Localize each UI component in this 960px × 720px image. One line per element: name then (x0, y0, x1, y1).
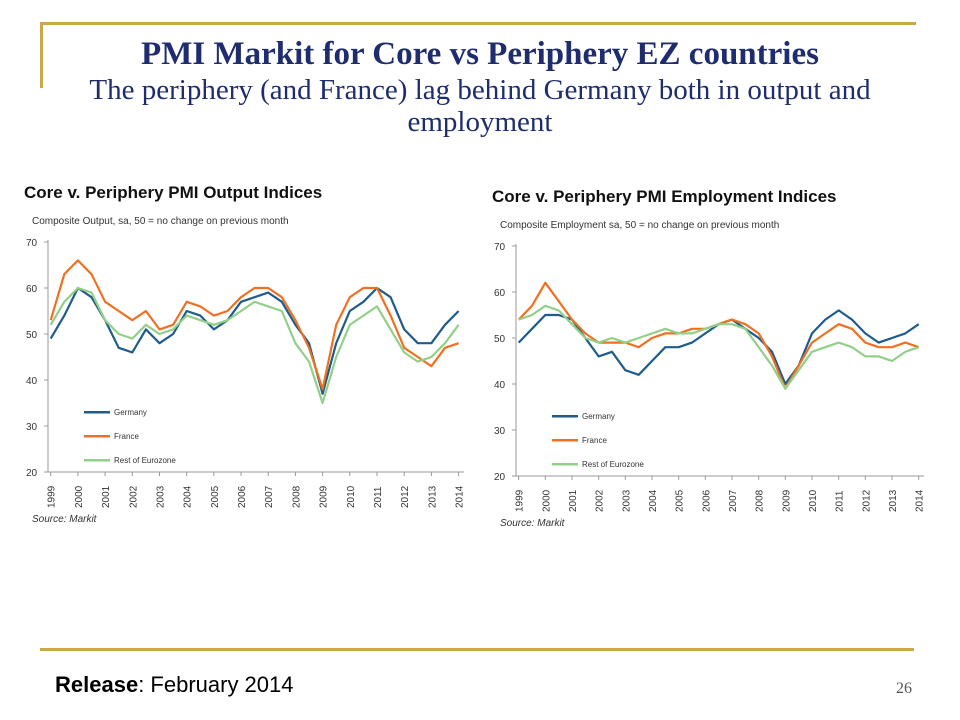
legend-label: Germany (114, 408, 147, 417)
legend-label: France (582, 436, 607, 445)
release-note: Release: February 2014 (55, 672, 294, 698)
frame-accent-bottom (40, 648, 914, 651)
x-tick-label: 2012 (861, 489, 872, 512)
release-label: Release (55, 672, 139, 697)
series-line-rest-of-eurozone (49, 286, 460, 405)
x-tick-label: 2011 (835, 490, 846, 512)
frame-accent-vertical (40, 22, 43, 88)
x-tick-label: 1999 (47, 485, 58, 508)
y-tick-label: 60 (494, 288, 506, 299)
x-tick-label: 2010 (346, 485, 357, 508)
x-tick-label: 2003 (621, 489, 632, 512)
y-tick-label: 60 (26, 284, 38, 295)
chart-source: Source: Markit (32, 514, 98, 525)
y-tick-label: 70 (494, 242, 506, 253)
y-tick-label: 40 (26, 376, 38, 387)
x-tick-label: 2008 (291, 485, 302, 508)
y-tick-label: 30 (494, 426, 506, 437)
x-tick-label: 2008 (755, 489, 766, 512)
x-tick-label: 2004 (648, 489, 659, 512)
x-tick-label: 2000 (74, 485, 85, 508)
chart-subtitle: Composite Output, sa, 50 = no change on … (32, 216, 289, 227)
slide-title-block: PMI Markit for Core vs Periphery EZ coun… (60, 34, 900, 138)
x-tick-label: 2005 (210, 485, 221, 508)
y-tick-label: 70 (26, 238, 38, 249)
frame-accent-top (40, 22, 916, 25)
chart-title: Core v. Periphery PMI Employment Indices (492, 187, 837, 206)
y-tick-label: 40 (494, 380, 506, 391)
x-tick-label: 2004 (183, 485, 194, 508)
x-tick-label: 2001 (101, 485, 112, 508)
x-tick-label: 2011 (373, 486, 384, 508)
x-tick-label: 2005 (675, 489, 686, 512)
y-tick-label: 50 (494, 334, 506, 345)
page-number: 26 (896, 680, 912, 697)
x-tick-label: 2009 (781, 489, 792, 512)
output-pmi-chart: Core v. Periphery PMI Output Indices Comp… (20, 170, 472, 532)
x-tick-label: 2010 (808, 489, 819, 512)
employment-pmi-chart-svg: Core v. Periphery PMI Employment Indices… (492, 187, 926, 529)
chart-subtitle: Composite Employment sa, 50 = no change … (500, 220, 779, 231)
x-tick-label: 2014 (915, 489, 926, 512)
y-tick-label: 30 (26, 422, 38, 433)
slide-subtitle: The periphery (and France) lag behind Ge… (89, 74, 871, 138)
series-line-rest-of-eurozone (518, 304, 920, 390)
x-tick-label: 2013 (888, 489, 899, 512)
output-pmi-chart-svg: Core v. Periphery PMI Output Indices Comp… (24, 183, 466, 525)
employment-pmi-chart: Core v. Periphery PMI Employment Indices… (488, 174, 932, 536)
y-tick-label: 50 (26, 330, 38, 341)
x-tick-label: 1999 (515, 489, 526, 512)
x-tick-label: 2009 (319, 485, 330, 508)
x-tick-label: 2002 (128, 485, 139, 508)
legend-label: France (114, 432, 139, 441)
legend-label: Rest of Eurozone (114, 456, 176, 465)
series-line-france (49, 259, 459, 391)
x-tick-label: 2000 (541, 489, 552, 512)
x-tick-label: 2006 (701, 489, 712, 512)
chart-title: Core v. Periphery PMI Output Indices (24, 183, 322, 202)
y-tick-label: 20 (26, 468, 38, 479)
legend-label: Germany (582, 412, 615, 421)
legend-label: Rest of Eurozone (582, 460, 644, 469)
release-date: : February 2014 (138, 672, 294, 697)
x-tick-label: 2003 (155, 485, 166, 508)
x-tick-label: 2002 (595, 489, 606, 512)
series-line-germany (517, 309, 920, 386)
chart-source: Source: Markit (500, 518, 566, 529)
x-tick-label: 2013 (427, 485, 438, 508)
x-tick-label: 2012 (400, 485, 411, 508)
slide-title: PMI Markit for Core vs Periphery EZ coun… (141, 36, 819, 72)
x-tick-label: 2006 (237, 485, 248, 508)
series-line-france (517, 281, 920, 390)
x-tick-label: 2007 (264, 485, 275, 508)
y-tick-label: 20 (494, 472, 506, 483)
x-tick-label: 2014 (455, 485, 466, 508)
x-tick-label: 2007 (728, 489, 739, 512)
x-tick-label: 2001 (568, 489, 579, 512)
series-line-germany (49, 286, 460, 395)
